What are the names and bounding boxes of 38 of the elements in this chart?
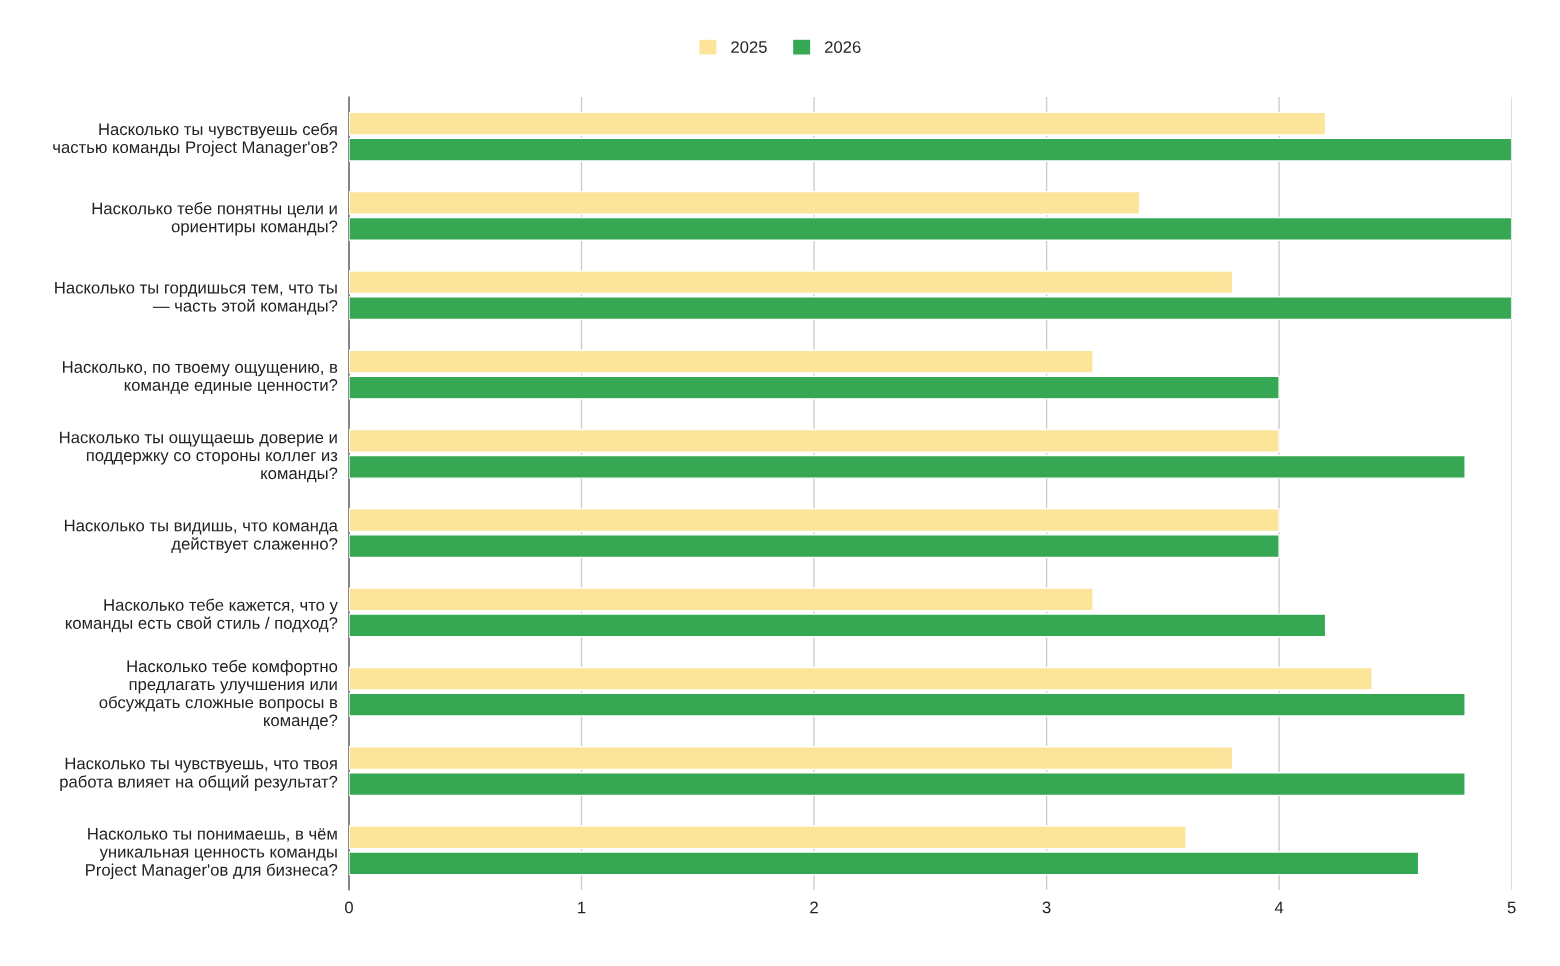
y-tick-label: Насколько ты видишь, что команда действует слаженно?	[64, 519, 338, 554]
bar	[348, 296, 1512, 321]
y-tick-label: Насколько ты ощущаешь доверие и поддержку со стороны коллег из команды?	[60, 431, 338, 483]
bar	[348, 454, 1466, 479]
y-tick-label: Насколько, по твоему ощущению, в команде единые ценности?	[63, 361, 338, 395]
y-tick-label: Насколько ты чувствуешь, что твоя работа влияет на общий результат?	[60, 757, 338, 791]
bar	[348, 270, 1234, 295]
y-tick-label: Насколько тебе понятны цели и ориентиры команды?	[92, 201, 338, 236]
bar	[348, 746, 1234, 771]
y-tick-label: Насколько ты гордишься тем, что ты — часть этой команды?	[55, 281, 338, 315]
x-tick-label: 1	[578, 901, 586, 914]
bar	[348, 111, 1327, 136]
x-tick-label: 2	[810, 901, 818, 914]
y-tick-label: Насколько ты понимаешь, в чём уникальная ценность команды Project Manager'ов для бизнеса?	[86, 828, 338, 880]
bar	[348, 349, 1094, 374]
x-tick-label: 3	[1042, 901, 1051, 914]
x-tick-label: 0	[344, 901, 353, 914]
y-tick-label: Насколько тебе кажется, что у команды есть свой стиль / подход?	[65, 598, 338, 633]
bar	[348, 851, 1420, 876]
x-tick-label: 5	[1507, 901, 1516, 914]
bar	[348, 190, 1141, 215]
bar	[348, 613, 1327, 638]
legend-label: 2026	[825, 41, 861, 53]
bar	[348, 534, 1280, 559]
bar	[348, 772, 1466, 797]
x-tick-label: 4	[1274, 901, 1284, 914]
bar	[348, 666, 1373, 691]
bar	[348, 587, 1094, 612]
bar	[348, 216, 1512, 241]
bar	[348, 825, 1187, 850]
y-tick-label: Насколько тебе комфортно предлагать улучшения или обсуждать сложные вопросы в команде?	[99, 659, 338, 730]
bar	[348, 692, 1466, 717]
bar	[348, 428, 1280, 453]
y-tick-label: Насколько ты чувствуешь себя частью команды Project Manager'ов?	[53, 122, 338, 157]
bar	[348, 375, 1280, 400]
legend-label: 2025	[731, 41, 767, 53]
bar	[348, 137, 1512, 162]
bar	[348, 508, 1280, 533]
